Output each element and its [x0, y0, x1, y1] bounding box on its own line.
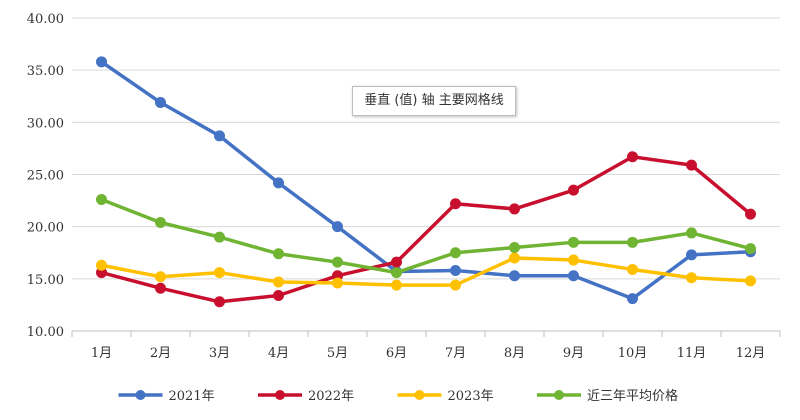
data-point: [332, 221, 343, 233]
data-point: [568, 254, 579, 266]
data-point: [96, 259, 107, 271]
data-point: [155, 271, 166, 283]
data-point: [509, 203, 520, 215]
data-point: [450, 198, 461, 210]
legend-item-3: 2023年: [397, 389, 494, 404]
x-tick-label: 7月: [445, 346, 466, 361]
data-point: [273, 276, 284, 288]
legend-label: 2022年: [308, 389, 354, 404]
legend-label: 近三年平均价格: [587, 388, 678, 404]
data-point: [509, 242, 520, 254]
data-point: [96, 56, 107, 68]
series-2: [96, 151, 756, 308]
data-point: [214, 296, 225, 308]
legend-marker: [554, 390, 564, 400]
data-point: [568, 270, 579, 282]
y-tick-label: 30.00: [27, 116, 64, 131]
data-point: [686, 249, 697, 261]
legend-marker: [275, 390, 285, 400]
data-point: [391, 267, 402, 279]
series-line: [99, 197, 753, 275]
x-tick-label: 2月: [150, 346, 171, 361]
y-tick-label: 15.00: [27, 273, 64, 288]
x-tick-label: 8月: [504, 346, 525, 361]
data-point: [391, 256, 402, 268]
data-point: [450, 247, 461, 259]
data-point: [391, 279, 402, 291]
y-tick-label: 35.00: [27, 64, 64, 79]
data-point: [627, 151, 638, 163]
data-point: [332, 256, 343, 268]
legend: 2021年 2022年 2023年 近三年平均价格: [118, 388, 678, 404]
data-point: [273, 248, 284, 260]
x-tick-label: 6月: [386, 346, 407, 361]
data-point: [96, 194, 107, 206]
data-point: [450, 279, 461, 291]
data-point: [155, 216, 166, 228]
gridlines: [72, 17, 780, 280]
data-point: [155, 282, 166, 294]
data-point: [273, 177, 284, 189]
series-4: [96, 194, 756, 279]
data-point: [745, 275, 756, 287]
x-tick-label: 12月: [736, 346, 766, 361]
series-line: [99, 60, 753, 301]
x-tick-label: 1月: [91, 346, 112, 361]
data-point: [273, 290, 284, 302]
data-point: [627, 293, 638, 305]
data-point: [686, 272, 697, 284]
x-tick-label: 3月: [209, 346, 230, 361]
gridline-tooltip: 垂直 (值) 轴 主要网格线: [352, 86, 516, 116]
data-point: [155, 97, 166, 109]
legend-marker: [414, 390, 425, 400]
data-point: [214, 231, 225, 243]
data-point: [568, 236, 579, 248]
x-tick-label: 4月: [268, 346, 289, 361]
y-tick-label: 25.00: [27, 169, 64, 184]
legend-item-4: 近三年平均价格: [537, 388, 678, 404]
legend-label: 2023年: [448, 389, 494, 404]
y-tick-label: 10.00: [27, 325, 64, 340]
legend-marker: [135, 390, 146, 400]
x-tick-label: 10月: [618, 346, 648, 361]
data-point: [686, 159, 697, 171]
data-point: [332, 277, 343, 289]
y-tick-label: 40.00: [27, 12, 64, 27]
data-point: [745, 208, 756, 220]
x-tick-label: 9月: [563, 346, 584, 361]
data-point: [568, 184, 579, 196]
data-point: [627, 263, 638, 275]
x-tick-label: 11月: [677, 346, 707, 361]
data-point: [509, 252, 520, 264]
x-tick-label: 5月: [327, 346, 348, 361]
data-point: [509, 270, 520, 282]
data-point: [214, 130, 225, 142]
data-point: [450, 264, 461, 276]
legend-item-1: 2021年: [118, 389, 215, 404]
legend-item-2: 2022年: [258, 389, 354, 404]
data-point: [627, 236, 638, 248]
data-point: [745, 243, 756, 255]
series-3: [96, 252, 756, 291]
series-line: [99, 155, 753, 304]
y-tick-label: 20.00: [27, 221, 64, 236]
legend-label: 2021年: [169, 389, 215, 404]
data-point: [686, 227, 697, 239]
axes: 10.00 15.00 20.00 25.00 30.00 35.00 40.00 1月 2月 3…: [27, 12, 781, 361]
series-line: [99, 256, 753, 287]
data-point: [214, 267, 225, 279]
series-group: [96, 56, 756, 308]
